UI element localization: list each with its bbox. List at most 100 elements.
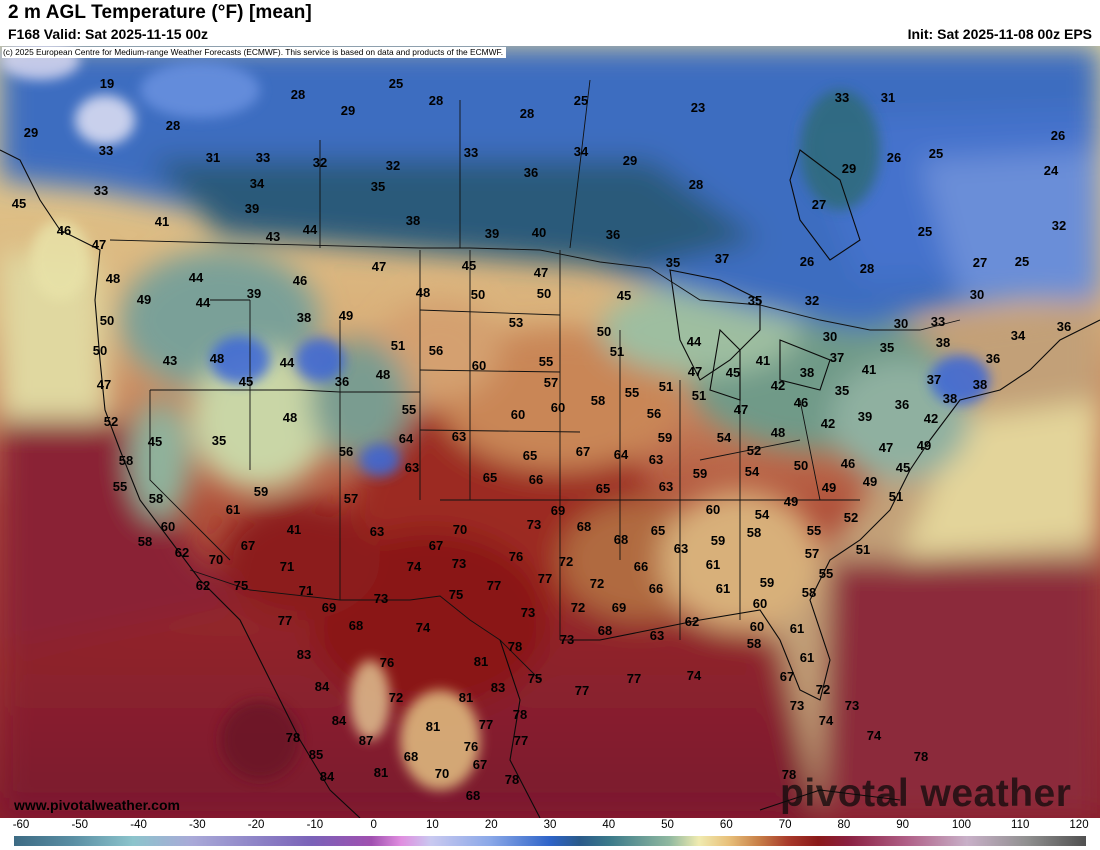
temperature-value: 47: [92, 237, 106, 252]
temperature-value: 35: [748, 293, 762, 308]
temperature-value: 51: [889, 489, 903, 504]
colorbar-labels: -60 -50 -40 -30 -20 -10 0 10 20 30 40 50 60 70 80 90 100…: [0, 818, 1100, 834]
temperature-value: 70: [435, 766, 449, 781]
temperature-value: 37: [830, 350, 844, 365]
temperature-value: 50: [537, 286, 551, 301]
temperature-value: 58: [138, 534, 152, 549]
temperature-value: 66: [634, 559, 648, 574]
temperature-value: 48: [771, 425, 785, 440]
temperature-value: 25: [1015, 254, 1029, 269]
temperature-value: 77: [487, 578, 501, 593]
temperature-value: 38: [943, 391, 957, 406]
temperature-value: 71: [280, 559, 294, 574]
temperature-value: 31: [881, 90, 895, 105]
colorbar-gradient: [14, 836, 1086, 846]
temperature-value: 48: [210, 351, 224, 366]
temperature-value: 51: [659, 379, 673, 394]
temperature-value: 47: [372, 259, 386, 274]
temperature-value: 58: [119, 453, 133, 468]
temperature-value: 44: [196, 295, 211, 310]
colorbar-tick-label: -30: [189, 819, 206, 831]
temperature-value: 67: [241, 538, 255, 553]
temperature-value: 38: [800, 365, 814, 380]
site-url[interactable]: www.pivotalweather.com: [14, 797, 180, 813]
temperature-value: 41: [287, 522, 301, 537]
temperature-value: 67: [576, 444, 590, 459]
temperature-value: 60: [472, 358, 486, 373]
temperature-value: 59: [254, 484, 268, 499]
temperature-value: 49: [137, 292, 151, 307]
temperature-value: 73: [560, 632, 574, 647]
temperature-value: 54: [755, 507, 770, 522]
temperature-value: 30: [894, 316, 908, 331]
temperature-value: 40: [532, 225, 546, 240]
temperature-value: 36: [986, 351, 1000, 366]
temperature-value: 51: [692, 388, 706, 403]
temperature-value: 35: [371, 179, 385, 194]
temperature-value: 62: [196, 578, 210, 593]
temperature-value: 68: [577, 519, 591, 534]
temperature-value: 26: [1051, 128, 1065, 143]
temperature-value: 32: [1052, 218, 1066, 233]
temperature-value: 59: [693, 466, 707, 481]
temperature-value: 50: [597, 324, 611, 339]
temperature-value: 44: [280, 355, 295, 370]
temperature-value: 29: [341, 103, 355, 118]
temperature-value: 69: [322, 600, 336, 615]
temperature-value: 33: [94, 183, 108, 198]
state-borders: [109, 79, 961, 681]
temperature-value: 41: [862, 362, 876, 377]
colorbar-tick-label: -50: [71, 819, 89, 831]
temperature-value: 45: [148, 434, 162, 449]
temperature-value: 84: [315, 679, 330, 694]
temperature-value: 73: [521, 605, 535, 620]
temperature-value: 59: [658, 430, 672, 445]
temperature-value: 81: [426, 719, 440, 734]
temperature-value: 73: [452, 556, 466, 571]
temperature-value: 63: [649, 452, 663, 467]
temperature-value: 25: [929, 146, 943, 161]
temperature-value: 35: [835, 383, 849, 398]
temperature-value: 46: [57, 223, 71, 238]
colorbar-tick-label: 80: [837, 819, 851, 831]
temperature-value: 36: [1057, 319, 1071, 334]
temperature-value: 60: [753, 596, 767, 611]
temperature-value: 61: [800, 650, 814, 665]
temperature-value: 30: [970, 287, 984, 302]
colorbar: -60 -50 -40 -30 -20 -10 0 10 20 30 40 50 60 70 80 90 100…: [0, 818, 1100, 850]
temperature-value: 63: [405, 460, 419, 475]
temperature-value: 55: [539, 354, 553, 369]
temperature-value: 44: [687, 334, 702, 349]
temperature-value: 72: [571, 600, 585, 615]
temperature-value: 25: [918, 224, 932, 239]
temperature-value: 54: [717, 430, 732, 445]
temperature-value: 70: [453, 522, 467, 537]
temperature-value: 43: [163, 353, 177, 368]
temperature-value: 39: [485, 226, 499, 241]
temperature-value: 26: [800, 254, 814, 269]
temperature-value: 56: [647, 406, 661, 421]
temperature-value: 81: [474, 654, 488, 669]
valid-time: F168 Valid: Sat 2025-11-15 00z: [8, 26, 209, 42]
temperature-value: 51: [610, 344, 624, 359]
temperature-value: 75: [528, 671, 542, 686]
temperature-value: 77: [538, 571, 552, 586]
temperature-value: 26: [887, 150, 901, 165]
temperature-value: 46: [293, 273, 307, 288]
temperature-value: 49: [822, 480, 836, 495]
temperature-value: 47: [879, 440, 893, 455]
temperature-value: 77: [514, 733, 528, 748]
temperature-value: 32: [805, 293, 819, 308]
temperature-value: 69: [612, 600, 626, 615]
temperature-value: 56: [429, 343, 443, 358]
temperature-value: 75: [234, 578, 248, 593]
temperature-value: 58: [149, 491, 163, 506]
temperature-map[interactable]: 19 25 28 29 28 25 23 33 31 29 28 28 33 31 33 32 32 33 34 29…: [0, 46, 1100, 818]
temperature-value: 50: [794, 458, 808, 473]
temperature-value: 42: [821, 416, 835, 431]
temperature-value: 77: [278, 613, 292, 628]
temperature-value: 59: [711, 533, 725, 548]
temperature-value: 62: [685, 614, 699, 629]
temperature-value: 42: [771, 378, 785, 393]
temperature-value: 35: [212, 433, 226, 448]
